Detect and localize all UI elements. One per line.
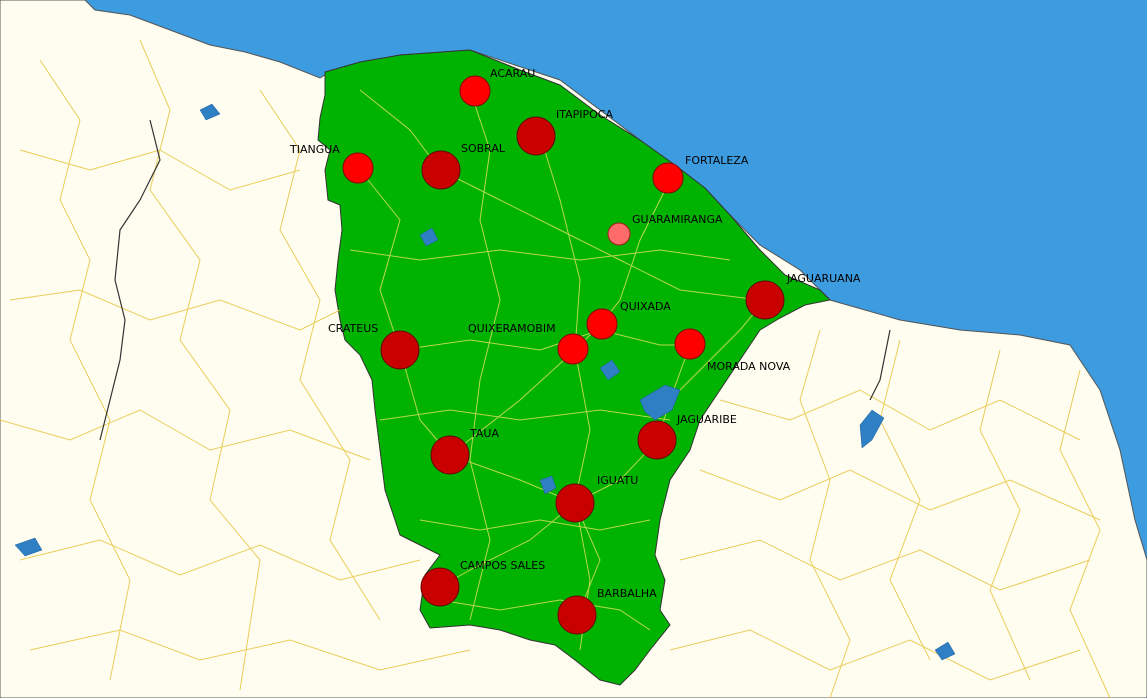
city-marker[interactable] [421,150,461,190]
city-marker[interactable] [586,308,618,340]
city-label: BARBALHA [597,587,657,600]
city-iguatu[interactable]: IGUATU [555,474,638,523]
city-label: ACARAU [490,67,535,80]
city-label: FORTALEZA [685,154,749,167]
city-fortaleza[interactable]: FORTALEZA [652,154,749,194]
city-label: QUIXERAMOBIM [468,322,556,335]
roads-outside [0,39,1111,698]
city-itapipoca[interactable]: ITAPIPOCA [516,108,613,156]
city-taua[interactable]: TAUA [430,427,499,475]
state-border-east [869,329,891,401]
city-sobral[interactable]: SOBRAL [421,142,506,190]
city-tiangua[interactable]: TIANGUA [289,143,374,184]
city-marker[interactable] [674,328,706,360]
water-bodies [14,103,956,661]
state-border-west [99,119,161,441]
city-label: TIANGUA [289,143,340,156]
city-crateus[interactable]: CRATEUS [328,322,420,370]
city-marker[interactable] [459,75,491,107]
city-marker[interactable] [430,435,470,475]
ceara-state [317,49,832,686]
city-marker[interactable] [516,116,556,156]
city-campos-sales[interactable]: CAMPOS SALES [420,559,545,607]
city-label: TAUA [469,427,499,440]
city-label: GUARAMIRANGA [632,213,723,226]
city-marker[interactable] [652,162,684,194]
city-label: ITAPIPOCA [556,108,613,121]
city-marker[interactable] [555,483,595,523]
city-label: IGUATU [597,474,638,487]
city-label: CRATEUS [328,322,378,335]
city-label: JAGUARUANA [786,272,861,285]
city-label: QUIXADA [620,300,671,313]
city-marker[interactable] [557,595,597,635]
city-label: JAGUARIBE [676,413,737,426]
city-jaguaribe[interactable]: JAGUARIBE [637,413,737,460]
city-marker[interactable] [745,280,785,320]
city-quixeramobim[interactable]: QUIXERAMOBIM [468,322,589,365]
city-label: SOBRAL [461,142,506,155]
city-quixada[interactable]: QUIXADA [586,300,671,340]
city-marker[interactable] [420,567,460,607]
city-marker[interactable] [342,152,374,184]
city-markers: ACARAU ITAPIPOCA TIANGUA SOBRAL FORTALEZ… [289,67,861,635]
city-acarau[interactable]: ACARAU [459,67,535,107]
city-guaramiranga[interactable]: GUARAMIRANGA [607,213,723,246]
city-marker[interactable] [557,333,589,365]
city-marker[interactable] [637,420,677,460]
city-morada-nova[interactable]: MORADA NOVA [674,328,791,373]
city-marker[interactable] [607,222,631,246]
city-marker[interactable] [380,330,420,370]
city-jaguaruana[interactable]: JAGUARUANA [745,272,861,320]
city-barbalha[interactable]: BARBALHA [557,587,657,635]
city-label: CAMPOS SALES [460,559,545,572]
city-label: MORADA NOVA [707,360,791,373]
